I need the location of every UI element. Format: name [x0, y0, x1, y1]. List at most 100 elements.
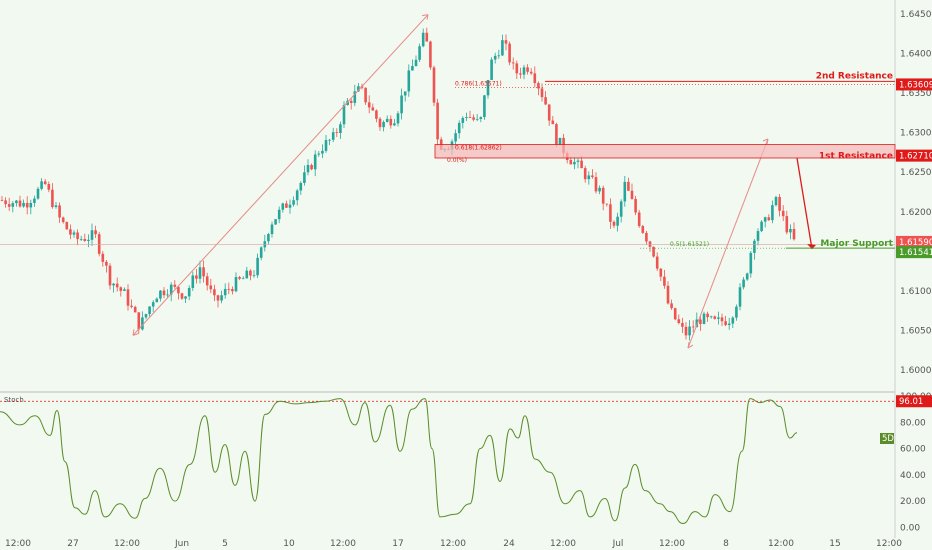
candle-body [522, 67, 526, 75]
stoch-label: Stoch [4, 396, 24, 404]
candle-body [108, 265, 112, 286]
resistance-1-zone [434, 144, 896, 159]
candle-body [501, 40, 504, 56]
candle-body [742, 279, 745, 288]
candle-body [670, 303, 673, 309]
candle-body [623, 181, 627, 202]
time-tick-label: 15 [829, 539, 840, 549]
candle-body [382, 121, 385, 128]
candle-body [774, 197, 778, 206]
candle-body [213, 289, 216, 296]
candle-body [425, 32, 429, 42]
annotation-layer: 2nd Resistance 0.786(1.63571) 1st Resistan… [0, 14, 896, 349]
candle-body [634, 198, 637, 213]
candle-body [184, 296, 187, 299]
grid-layer [0, 0, 896, 538]
candle-body [133, 306, 137, 313]
trend-arrow-end [421, 14, 429, 20]
candle-body [627, 181, 630, 191]
stoch-ref-badge: 96.01 [899, 397, 923, 407]
support-badge-bg [896, 246, 932, 259]
candle-body [249, 270, 252, 276]
candle-body [385, 118, 389, 122]
resistance-1-badge-bg [896, 149, 932, 162]
candle-body [173, 284, 177, 287]
candle-body [328, 139, 331, 141]
price-tick-label: 1.61000 [900, 287, 932, 297]
candle-body [364, 87, 367, 103]
candle-body [789, 228, 792, 233]
candle-body [760, 221, 763, 232]
resistance-1-label: 1st Resistance [819, 152, 893, 162]
candle-body [598, 187, 601, 192]
candle-body [115, 283, 119, 288]
candle-body [457, 122, 461, 134]
candle-body [479, 117, 483, 119]
price-panel [0, 27, 796, 341]
time-tick-label: 8 [723, 539, 729, 549]
candle-body [454, 133, 457, 142]
projection-arrowhead [807, 244, 816, 250]
candle-body [11, 203, 15, 207]
candle-body [684, 326, 688, 336]
candle-body [569, 160, 573, 165]
candle-body [616, 216, 619, 226]
candle-body [79, 238, 83, 240]
candle-body [288, 204, 292, 208]
candle-body [112, 283, 115, 286]
stoch-ref-badge-bg [896, 395, 932, 408]
candle-body [389, 118, 393, 126]
candle-body [159, 290, 162, 299]
candle-body [357, 86, 360, 92]
price-tick-label: 1.63000 [900, 129, 932, 139]
candle-body [353, 91, 357, 103]
candle-body [223, 288, 227, 296]
candle-body [166, 294, 169, 296]
candle-body [281, 203, 285, 210]
candle-body [191, 275, 195, 288]
candle-body [756, 231, 760, 241]
price-tick-label: 1.60500 [900, 327, 932, 337]
candle-body [238, 277, 241, 279]
candle-body [529, 71, 533, 74]
candle-body [583, 168, 587, 180]
candle-body [659, 268, 663, 277]
candle-body [303, 172, 306, 183]
candle-body [673, 308, 677, 320]
candle-body [130, 305, 133, 307]
candle-body [321, 150, 324, 154]
candle-body [573, 161, 576, 165]
time-tick-label: 12:00 [440, 539, 466, 549]
candle-body [169, 284, 173, 295]
candle-body [94, 230, 97, 235]
candle-body [547, 104, 551, 121]
candle-body [493, 55, 497, 60]
candle-body [144, 314, 148, 318]
fib-0-label: 0.0(%) [447, 157, 467, 164]
candle-body [220, 295, 223, 301]
candle-body [155, 298, 159, 303]
candle-body [515, 63, 519, 74]
candle-body [735, 306, 738, 318]
candle-body [101, 253, 105, 262]
candle-body [609, 204, 612, 222]
candle-body [677, 319, 681, 324]
candle-body [371, 107, 375, 111]
time-tick-label: 12:00 [114, 539, 140, 549]
candle-body [688, 326, 691, 336]
candle-body [519, 73, 522, 75]
time-tick-label: 24 [503, 539, 515, 549]
candle-body [411, 66, 414, 71]
candle-body [475, 118, 479, 120]
candle-body [706, 313, 709, 318]
trend-arrow-start [132, 329, 140, 336]
candle-body [202, 267, 205, 277]
candle-body [403, 91, 407, 96]
candle-body [637, 212, 641, 227]
resistance-1-badge: 1.62710 [899, 152, 932, 162]
candle-body [72, 232, 76, 235]
candle-body [702, 313, 706, 324]
candle-body [126, 289, 130, 306]
candle-body [400, 95, 403, 114]
candle-body [29, 202, 33, 208]
